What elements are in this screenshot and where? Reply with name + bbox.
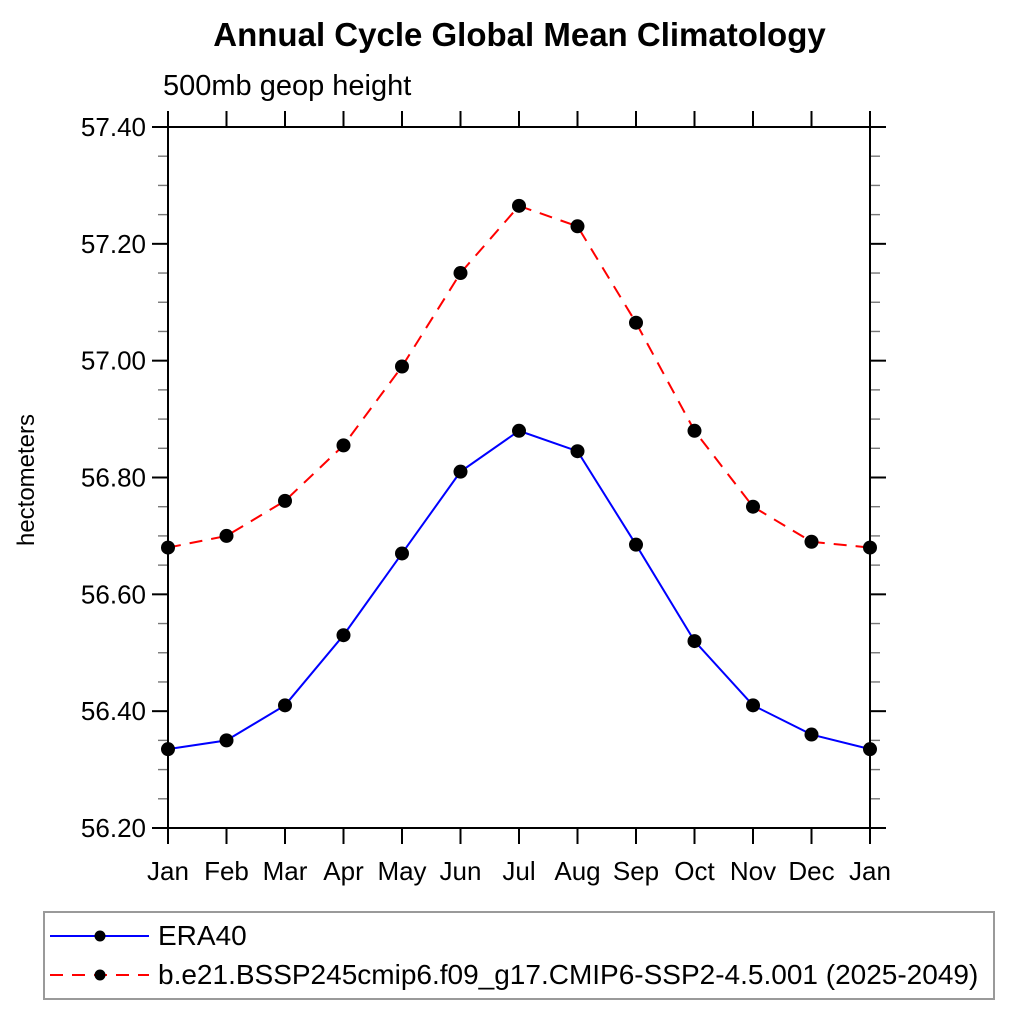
series-marker-1 <box>453 266 468 281</box>
y-tick-label: 56.80 <box>81 463 146 493</box>
series-marker-0 <box>395 546 409 561</box>
x-tick-label: Mar <box>263 856 308 886</box>
series-marker-0 <box>453 464 468 479</box>
y-tick-label: 56.20 <box>81 813 146 843</box>
series-marker-1 <box>219 528 234 543</box>
y-tick-label: 57.40 <box>81 112 146 142</box>
series-marker-0 <box>804 727 819 742</box>
x-tick-label: Oct <box>674 856 715 886</box>
chart-title: Annual Cycle Global Mean Climatology <box>213 16 826 53</box>
series-marker-0 <box>512 423 526 438</box>
series-marker-1 <box>336 438 351 453</box>
x-tick-label: Nov <box>730 856 776 886</box>
axes-frame <box>167 126 871 829</box>
legend-line-sample <box>50 969 149 981</box>
series-marker-1 <box>395 359 409 374</box>
x-tick-label: Jun <box>440 856 482 886</box>
x-tick-label: Jan <box>147 856 189 886</box>
series-marker-1 <box>687 423 702 438</box>
series-line-1 <box>167 204 871 549</box>
legend-marker-dot <box>94 930 106 942</box>
series-marker-0 <box>570 444 585 459</box>
series-marker-0 <box>746 698 760 713</box>
series-marker-1 <box>629 315 643 330</box>
series-marker-0 <box>336 628 351 643</box>
series-marker-0 <box>687 634 702 649</box>
x-tick-label: Jul <box>502 856 535 886</box>
series-marker-1 <box>512 198 526 213</box>
plot-area: 56.20 56.40 56.60 56.80 57.00 57.20 57.40 Jan Fe… <box>81 111 891 886</box>
y-tick-label: 57.20 <box>81 229 146 259</box>
series-marker-1 <box>863 540 877 555</box>
series-marker-1 <box>161 540 175 555</box>
legend-box: ERA40 b.e21.BSSP245cmip6.f09_g17.CMIP6-SS… <box>43 911 995 1000</box>
series-marker-0 <box>863 742 877 757</box>
legend-label: b.e21.BSSP245cmip6.f09_g17.CMIP6-SSP2-4.… <box>158 959 979 991</box>
series-marker-0 <box>161 742 175 757</box>
series-marker-1 <box>746 499 760 514</box>
chart-subtitle: 500mb geop height <box>163 70 412 102</box>
series-marker-1 <box>278 493 292 508</box>
series-marker-0 <box>278 698 292 713</box>
y-tick-label: 56.40 <box>81 696 146 726</box>
y-tick-label: 56.60 <box>81 579 146 609</box>
x-tick-label: Aug <box>554 856 600 886</box>
series-line-0 <box>167 429 871 751</box>
x-tick-label: Jan <box>849 856 891 886</box>
legend-entry-1: b.e21.BSSP245cmip6.f09_g17.CMIP6-SSP2-4.… <box>45 958 993 992</box>
x-tick-label: Dec <box>788 856 834 886</box>
legend-line-sample <box>50 930 149 942</box>
legend-entry-0: ERA40 <box>45 919 993 953</box>
series-marker-0 <box>629 537 643 552</box>
y-tick-label: 57.00 <box>81 346 146 376</box>
series-marker-1 <box>804 534 819 549</box>
series-marker-1 <box>570 219 585 234</box>
legend-label: ERA40 <box>158 919 247 951</box>
x-tick-label: Apr <box>323 856 364 886</box>
x-tick-label: Feb <box>204 856 249 886</box>
x-tick-label: May <box>377 856 426 886</box>
series-marker-0 <box>219 733 234 748</box>
legend-marker-dot <box>94 969 106 981</box>
x-tick-label: Sep <box>613 856 659 886</box>
